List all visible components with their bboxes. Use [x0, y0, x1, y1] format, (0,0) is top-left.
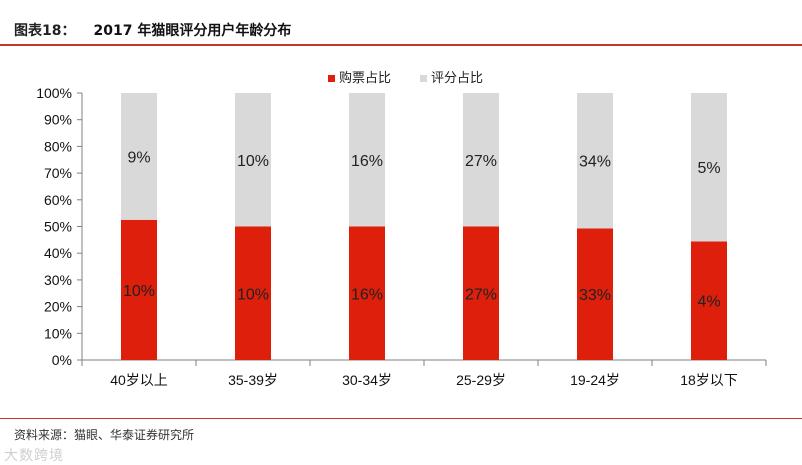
figure-header: 图表18： 2017 年猫眼评分用户年龄分布 [0, 0, 802, 46]
y-tick-label: 0% [52, 352, 72, 368]
y-tick-label: 10% [44, 325, 72, 341]
ticket-value-label-2: 16% [351, 286, 383, 303]
ticket-value-label-5: 4% [697, 294, 720, 311]
legend-swatch-1 [420, 75, 427, 82]
watermark: 大数跨境 [4, 448, 64, 464]
ticket-value-label-3: 27% [465, 286, 497, 303]
y-tick-label: 60% [44, 192, 72, 208]
y-tick-label: 40% [44, 245, 72, 261]
x-category-label-0: 40岁以上 [110, 372, 168, 388]
y-tick-label: 50% [44, 219, 72, 235]
y-tick-label: 70% [44, 165, 72, 181]
rating-bar-0 [121, 93, 157, 220]
x-category-label-3: 25-29岁 [456, 372, 506, 388]
rating-value-label-1: 10% [237, 153, 269, 170]
ticket-bar-5 [691, 241, 727, 360]
rating-value-label-2: 16% [351, 153, 383, 170]
legend-swatch-0 [328, 75, 335, 82]
rating-bar-5 [691, 93, 727, 242]
rating-value-label-3: 27% [465, 153, 497, 170]
ticket-bar-2 [349, 226, 385, 360]
x-category-label-2: 30-34岁 [342, 372, 392, 388]
top-divider [0, 44, 802, 46]
x-category-label-4: 19-24岁 [570, 372, 620, 388]
rating-value-label-0: 9% [127, 149, 150, 166]
rating-bar-3 [463, 93, 499, 227]
y-tick-label: 20% [44, 299, 72, 315]
ticket-value-label-1: 10% [237, 286, 269, 303]
bottom-divider [0, 418, 802, 419]
rating-bar-4 [577, 93, 613, 229]
source-note: 资料来源：猫眼、华泰证券研究所 [14, 428, 195, 442]
ticket-value-label-4: 33% [579, 287, 611, 304]
rating-value-label-4: 34% [579, 154, 611, 171]
y-tick-label: 80% [44, 138, 72, 154]
figure-title: 图表18： 2017 年猫眼评分用户年龄分布 [14, 20, 291, 40]
legend-label-0: 购票占比 [339, 70, 391, 85]
rating-bar-1 [235, 93, 271, 227]
legend-label-1: 评分占比 [431, 70, 483, 85]
ticket-bar-3 [463, 226, 499, 360]
ticket-bar-4 [577, 228, 613, 360]
y-tick-label: 30% [44, 272, 72, 288]
chart-title: 2017 年猫眼评分用户年龄分布 [93, 23, 292, 39]
x-category-label-5: 18岁以下 [680, 372, 738, 388]
figure-label: 图表18： [14, 23, 76, 39]
ticket-bar-0 [121, 219, 157, 360]
rating-bar-2 [349, 93, 385, 227]
x-category-label-1: 35-39岁 [228, 372, 278, 388]
ticket-value-label-0: 10% [123, 283, 155, 300]
y-tick-label: 90% [44, 112, 72, 128]
y-tick-label: 100% [36, 85, 72, 101]
ticket-bar-1 [235, 226, 271, 360]
rating-value-label-5: 5% [697, 160, 720, 177]
